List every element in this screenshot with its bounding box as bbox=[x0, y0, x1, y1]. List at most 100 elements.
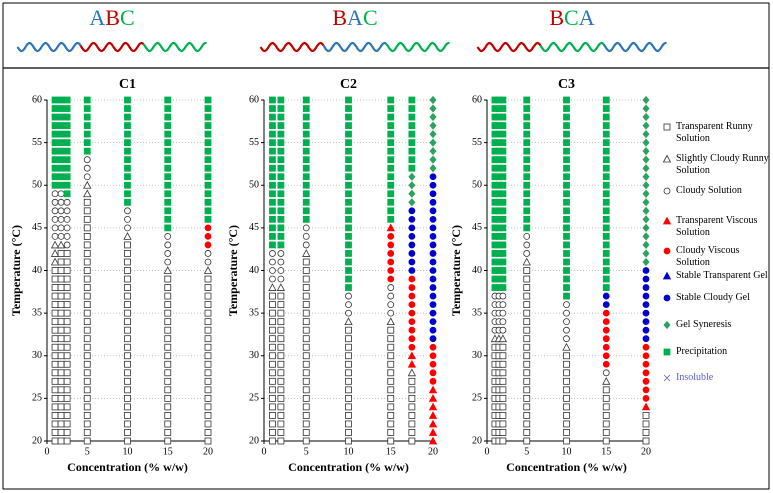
marker bbox=[51, 173, 59, 181]
marker bbox=[429, 215, 437, 223]
marker bbox=[51, 139, 59, 147]
marker bbox=[563, 267, 570, 274]
marker bbox=[387, 429, 395, 436]
marker bbox=[63, 318, 71, 326]
marker bbox=[563, 190, 570, 198]
marker bbox=[387, 147, 395, 155]
marker bbox=[642, 215, 650, 224]
marker bbox=[345, 403, 352, 411]
marker bbox=[63, 352, 71, 360]
x-tick-label: 20 bbox=[203, 446, 213, 457]
marker bbox=[302, 352, 310, 360]
marker bbox=[277, 147, 285, 155]
marker bbox=[428, 436, 438, 445]
marker bbox=[124, 96, 131, 104]
marker bbox=[429, 224, 437, 232]
marker bbox=[51, 301, 59, 309]
marker bbox=[523, 352, 531, 360]
marker bbox=[387, 156, 395, 164]
marker bbox=[269, 377, 276, 385]
marker bbox=[164, 207, 172, 215]
marker bbox=[302, 335, 310, 343]
marker bbox=[277, 122, 285, 129]
marker bbox=[523, 360, 531, 368]
marker bbox=[83, 318, 91, 326]
marker bbox=[63, 113, 71, 121]
marker bbox=[602, 394, 610, 402]
marker bbox=[164, 156, 172, 164]
marker bbox=[429, 377, 437, 385]
marker bbox=[124, 352, 131, 360]
y-axis-title: Temperature (°C) bbox=[449, 225, 463, 316]
marker bbox=[429, 129, 437, 139]
marker bbox=[164, 284, 172, 291]
marker bbox=[277, 318, 285, 326]
marker bbox=[83, 189, 92, 198]
marker bbox=[387, 241, 395, 249]
x-tick-label: 5 bbox=[85, 446, 90, 457]
marker bbox=[269, 164, 276, 172]
marker bbox=[642, 284, 650, 291]
marker bbox=[63, 412, 71, 419]
marker bbox=[387, 139, 395, 147]
marker bbox=[642, 198, 650, 207]
marker bbox=[602, 139, 610, 147]
marker bbox=[63, 326, 71, 334]
marker bbox=[204, 224, 212, 232]
marker bbox=[563, 147, 570, 155]
marker bbox=[269, 105, 276, 112]
marker bbox=[429, 95, 437, 105]
marker bbox=[345, 429, 352, 436]
marker bbox=[523, 292, 531, 300]
marker bbox=[204, 173, 212, 181]
marker bbox=[51, 360, 59, 368]
marker bbox=[345, 139, 352, 147]
marker bbox=[663, 294, 671, 302]
marker bbox=[429, 104, 437, 113]
marker bbox=[164, 250, 172, 257]
marker bbox=[408, 437, 416, 445]
marker bbox=[302, 258, 310, 266]
marker bbox=[602, 343, 610, 351]
marker bbox=[523, 343, 531, 351]
marker bbox=[63, 301, 71, 309]
y-tick-label: 50 bbox=[249, 180, 259, 191]
marker bbox=[302, 113, 310, 121]
marker bbox=[563, 318, 570, 326]
marker bbox=[345, 164, 352, 172]
marker bbox=[387, 198, 395, 206]
chart-title: C1 bbox=[119, 77, 136, 92]
legend-icon bbox=[662, 154, 672, 163]
marker bbox=[408, 232, 416, 240]
marker bbox=[51, 181, 59, 189]
marker bbox=[499, 326, 507, 334]
marker bbox=[57, 335, 65, 343]
marker bbox=[63, 258, 71, 266]
marker bbox=[63, 250, 71, 257]
marker bbox=[602, 232, 610, 240]
marker bbox=[164, 275, 172, 283]
marker bbox=[429, 326, 437, 334]
marker bbox=[563, 437, 570, 445]
marker bbox=[124, 215, 131, 223]
marker bbox=[345, 275, 352, 283]
marker bbox=[269, 335, 276, 343]
marker bbox=[499, 250, 507, 257]
marker bbox=[408, 403, 416, 411]
y-axis-title: Temperature (°C) bbox=[9, 225, 23, 316]
block-wave bbox=[259, 41, 325, 53]
marker bbox=[387, 403, 395, 411]
marker bbox=[523, 318, 531, 326]
marker bbox=[269, 130, 276, 138]
marker bbox=[408, 318, 416, 326]
marker bbox=[563, 369, 570, 377]
marker bbox=[83, 232, 91, 240]
marker bbox=[302, 429, 310, 436]
marker bbox=[204, 232, 212, 240]
letter: C bbox=[564, 5, 579, 30]
y-tick-label: 25 bbox=[472, 393, 482, 404]
marker bbox=[563, 130, 570, 138]
marker bbox=[164, 190, 172, 198]
